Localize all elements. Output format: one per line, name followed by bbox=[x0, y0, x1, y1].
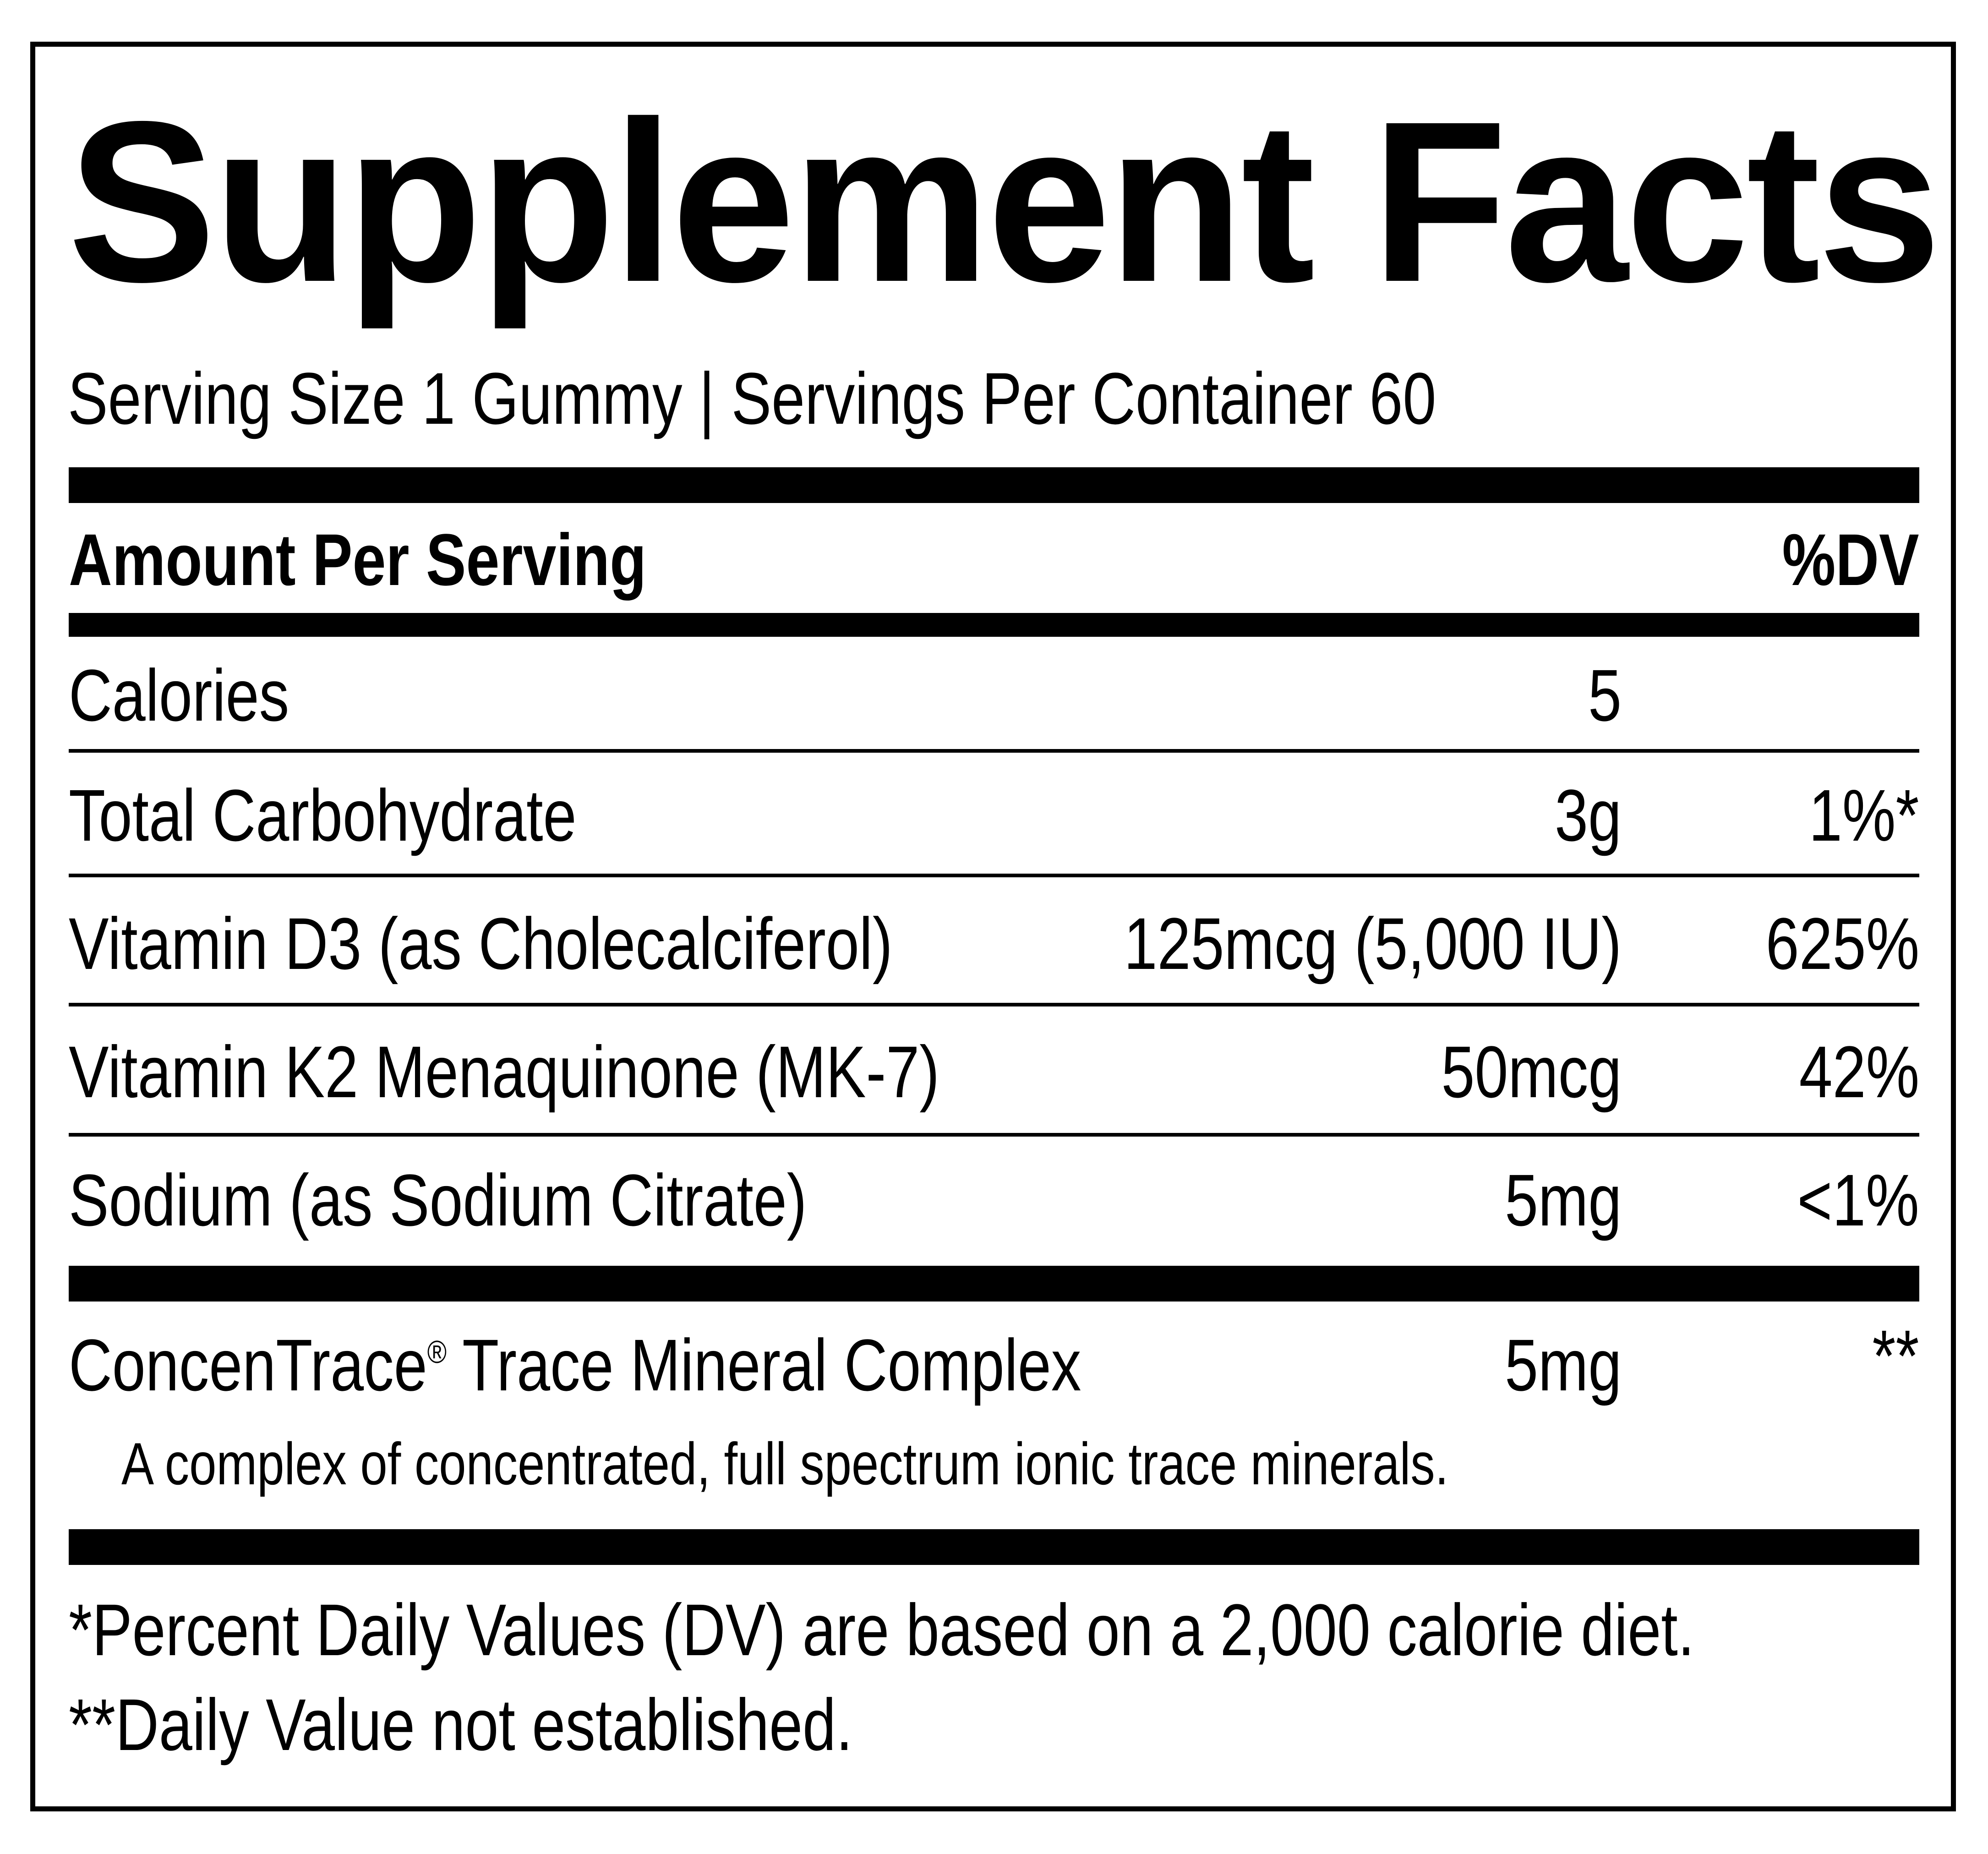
nutrient-amount-sodium: 5mg bbox=[1504, 1159, 1622, 1241]
nutrient-dv-vitamin-d3: 625% bbox=[1765, 902, 1919, 984]
footnote-dv: *Percent Daily Values (DV) are based on … bbox=[69, 1589, 1695, 1671]
complex-amount: 5mg bbox=[1504, 1324, 1622, 1406]
complex-name-suffix: Trace Mineral Complex bbox=[447, 1324, 1081, 1406]
row-divider bbox=[69, 1003, 1919, 1006]
divider-header bbox=[69, 613, 1919, 637]
complex-description: A complex of concentrated, full spectrum… bbox=[121, 1430, 1449, 1497]
registered-mark: ® bbox=[427, 1334, 447, 1370]
label-title: Supplement Facts bbox=[68, 73, 1941, 329]
nutrient-dv-sodium: <1% bbox=[1797, 1159, 1919, 1241]
nutrient-name-calories: Calories bbox=[69, 654, 289, 736]
divider-thick-middle bbox=[69, 1266, 1919, 1302]
row-divider bbox=[69, 749, 1919, 753]
complex-name-text: ConcenTrace bbox=[69, 1324, 427, 1406]
divider-thick-bottom bbox=[69, 1529, 1919, 1565]
dv-header: %DV bbox=[1782, 519, 1919, 601]
footnote-not-established: **Daily Value not established. bbox=[69, 1684, 853, 1766]
nutrient-dv-vitamin-k2: 42% bbox=[1799, 1031, 1919, 1113]
nutrient-name-vitamin-d3: Vitamin D3 (as Cholecalciferol) bbox=[69, 902, 893, 984]
nutrient-name-vitamin-k2: Vitamin K2 Menaquinone (MK-7) bbox=[69, 1031, 939, 1113]
complex-dv: ** bbox=[1872, 1315, 1919, 1397]
nutrient-amount-vitamin-d3: 125mcg (5,000 IU) bbox=[1124, 902, 1622, 984]
nutrient-dv-carbohydrate: 1%* bbox=[1809, 774, 1919, 856]
nutrient-name-carbohydrate: Total Carbohydrate bbox=[69, 774, 577, 856]
serving-info: Serving Size 1 Gummy | Servings Per Cont… bbox=[68, 357, 1436, 439]
amount-per-serving-header: Amount Per Serving bbox=[69, 519, 647, 601]
nutrient-name-sodium: Sodium (as Sodium Citrate) bbox=[69, 1159, 807, 1241]
label-border bbox=[30, 42, 1956, 1811]
divider-thick-top bbox=[69, 467, 1919, 503]
nutrient-amount-carbohydrate: 3g bbox=[1555, 774, 1622, 856]
nutrient-amount-vitamin-k2: 50mcg bbox=[1441, 1031, 1622, 1113]
nutrient-amount-calories: 5 bbox=[1588, 654, 1622, 736]
row-divider bbox=[69, 1133, 1919, 1137]
complex-name: ConcenTrace® Trace Mineral Complex bbox=[69, 1319, 1081, 1411]
row-divider bbox=[69, 874, 1919, 877]
